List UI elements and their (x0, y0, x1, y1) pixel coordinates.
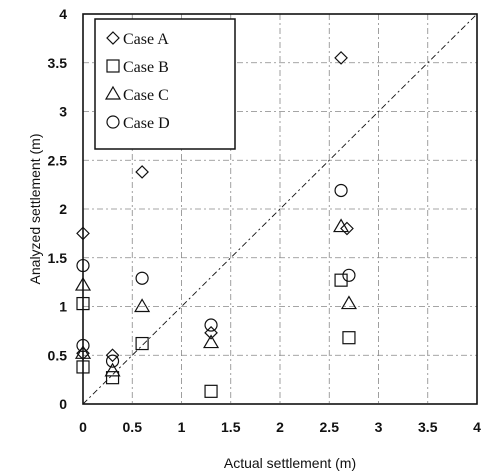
y-tick-label: 0.5 (48, 347, 68, 363)
legend: Case A Case B Case C Case D (94, 18, 236, 150)
data-point-diamond (76, 346, 90, 361)
x-tick-label: 3.5 (418, 419, 438, 435)
data-point-triangle (74, 276, 92, 291)
x-tick-label: 2.5 (320, 419, 340, 435)
x-tick-label: 3 (375, 419, 383, 435)
data-point-circle (135, 271, 149, 285)
data-point-circle (342, 268, 356, 282)
series-circle (76, 183, 356, 368)
legend-label: Case C (123, 87, 169, 104)
y-tick-label: 3.5 (48, 55, 68, 71)
series-diamond (76, 51, 354, 363)
y-tick-labels: 0 0.5 1 1.5 2 2.5 3 3.5 4 (48, 6, 68, 412)
data-point-square (76, 360, 90, 374)
data-point-circle (76, 258, 90, 273)
legend-marker-square (106, 59, 120, 73)
data-point-triangle (203, 334, 220, 349)
data-point-triangle (104, 362, 121, 377)
data-point-circle (204, 318, 218, 332)
legend-label: Case D (123, 115, 170, 132)
x-tick-labels: 0 0.5 1 1.5 2 2.5 3 3.5 4 (79, 419, 481, 435)
plot-frame (82, 13, 478, 405)
x-tick-label: 4 (473, 419, 481, 435)
data-point-square (135, 336, 149, 351)
data-point-circle (105, 354, 120, 368)
x-tick-label: 0 (79, 419, 87, 435)
y-tick-label: 1 (59, 299, 67, 315)
y-tick-label: 2.5 (48, 152, 68, 168)
legend-marker-triangle (104, 85, 122, 100)
grid-lines (83, 14, 477, 404)
data-point-square (342, 331, 356, 345)
x-tick-label: 1.5 (221, 419, 241, 435)
x-tick-label: 1 (178, 419, 186, 435)
legend-entry: Case B (106, 59, 169, 76)
data-point-circle (76, 338, 90, 353)
y-tick-label: 4 (59, 6, 67, 22)
data-point-triangle (134, 298, 151, 313)
data-point-circle (334, 183, 348, 198)
data-point-triangle (340, 295, 357, 310)
data-point-diamond (340, 221, 354, 236)
y-axis-title: Analyzed settlement (m) (27, 134, 43, 285)
data-point-diamond (76, 226, 90, 241)
data-point-diamond (135, 165, 149, 179)
legend-entry: Case D (106, 115, 170, 132)
data-point-triangle (333, 218, 350, 233)
x-axis-title: Actual settlement (m) (224, 455, 356, 471)
series-square (76, 273, 356, 398)
data-point-square (105, 371, 120, 385)
data-point-square (334, 273, 348, 287)
data-point-diamond (204, 325, 218, 340)
data-point-square (204, 384, 218, 398)
legend-marker-circle (106, 115, 120, 129)
data-point-triangle (74, 345, 92, 359)
series-triangle (74, 218, 357, 377)
y-tick-label: 2 (59, 201, 67, 217)
legend-label: Case A (123, 31, 169, 48)
x-tick-label: 2 (276, 419, 284, 435)
legend-entry: Case C (104, 85, 169, 104)
x-tick-label: 0.5 (123, 419, 143, 435)
legend-label: Case B (123, 59, 169, 76)
legend-marker-diamond (106, 31, 120, 45)
data-point-diamond (105, 348, 120, 363)
y-tick-label: 3 (59, 104, 67, 120)
data-point-square (76, 296, 90, 311)
data-point-diamond (334, 51, 348, 65)
legend-entry: Case A (106, 31, 169, 48)
data-points (74, 51, 357, 398)
legend-box (94, 18, 236, 150)
y-tick-label: 1.5 (48, 250, 68, 266)
y-tick-label: 0 (59, 396, 67, 412)
